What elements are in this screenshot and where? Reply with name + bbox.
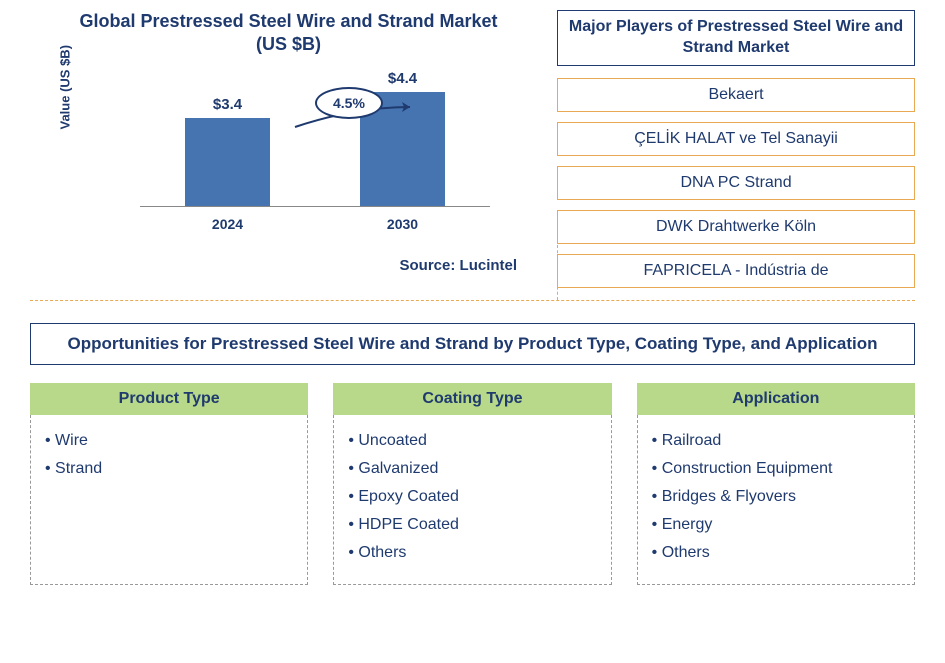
chart-area: Global Prestressed Steel Wire and Strand… xyxy=(30,10,547,298)
x-label-1: 2030 xyxy=(360,216,445,232)
players-title: Major Players of Prestressed Steel Wire … xyxy=(557,10,915,66)
y-axis-label: Value (US $B) xyxy=(58,45,73,130)
horizontal-divider xyxy=(30,300,915,301)
player-item: DNA PC Strand xyxy=(557,166,915,200)
vertical-divider xyxy=(557,245,558,300)
player-item: DWK Drahtwerke Köln xyxy=(557,210,915,244)
x-label-0: 2024 xyxy=(185,216,270,232)
bar-value-label: $3.4 xyxy=(213,96,242,113)
list-item: • Wire xyxy=(45,427,293,455)
list-item: • Galvanized xyxy=(348,455,596,483)
list-item: • Railroad xyxy=(652,427,900,455)
player-item: Bekaert xyxy=(557,78,915,112)
players-panel: Major Players of Prestressed Steel Wire … xyxy=(557,10,915,298)
column-header: Application xyxy=(637,383,915,415)
opportunity-columns: Product Type • Wire• Strand Coating Type… xyxy=(30,383,915,585)
column-body: • Railroad• Construction Equipment• Brid… xyxy=(637,415,915,585)
column-header: Coating Type xyxy=(333,383,611,415)
x-axis-labels: 2024 2030 xyxy=(140,216,490,232)
list-item: • Others xyxy=(348,539,596,567)
list-item: • Construction Equipment xyxy=(652,455,900,483)
opportunities-title: Opportunities for Prestressed Steel Wire… xyxy=(30,323,915,365)
column-application: Application • Railroad• Construction Equ… xyxy=(637,383,915,585)
source-label: Source: Lucintel xyxy=(30,257,547,274)
list-item: • Strand xyxy=(45,455,293,483)
bar-chart: Value (US $B) 4.5% $3.4 $4.4 2024 2030 xyxy=(80,67,547,237)
cagr-badge: 4.5% xyxy=(315,87,383,119)
bar-value-label: $4.4 xyxy=(388,70,417,87)
opportunities-section: Opportunities for Prestressed Steel Wire… xyxy=(0,298,945,585)
list-item: • Energy xyxy=(652,511,900,539)
chart-title: Global Prestressed Steel Wire and Strand… xyxy=(30,10,547,57)
column-coating-type: Coating Type • Uncoated• Galvanized• Epo… xyxy=(333,383,611,585)
bar-group-0: $3.4 xyxy=(185,118,270,206)
column-body: • Uncoated• Galvanized• Epoxy Coated• HD… xyxy=(333,415,611,585)
player-item: FAPRICELA - Indústria de xyxy=(557,254,915,288)
list-item: • Epoxy Coated xyxy=(348,483,596,511)
list-item: • Bridges & Flyovers xyxy=(652,483,900,511)
column-product-type: Product Type • Wire• Strand xyxy=(30,383,308,585)
list-item: • HDPE Coated xyxy=(348,511,596,539)
bars-container: $3.4 $4.4 xyxy=(140,77,490,207)
bar-0 xyxy=(185,118,270,206)
top-section: Global Prestressed Steel Wire and Strand… xyxy=(0,0,945,298)
column-header: Product Type xyxy=(30,383,308,415)
list-item: • Uncoated xyxy=(348,427,596,455)
column-body: • Wire• Strand xyxy=(30,415,308,585)
player-item: ÇELİK HALAT ve Tel Sanayii xyxy=(557,122,915,156)
list-item: • Others xyxy=(652,539,900,567)
